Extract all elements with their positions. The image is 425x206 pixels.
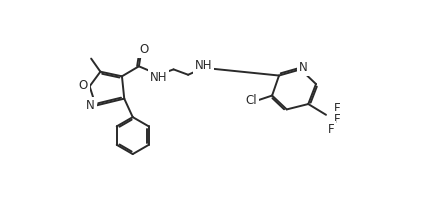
Text: Cl: Cl — [246, 94, 257, 107]
Text: F: F — [334, 102, 341, 115]
Text: N: N — [298, 61, 307, 74]
Text: NH: NH — [195, 59, 212, 72]
Text: NH: NH — [150, 71, 167, 84]
Text: O: O — [79, 79, 88, 92]
Text: N: N — [86, 99, 95, 112]
Text: F: F — [334, 113, 341, 126]
Text: F: F — [328, 123, 335, 136]
Text: O: O — [139, 43, 148, 56]
